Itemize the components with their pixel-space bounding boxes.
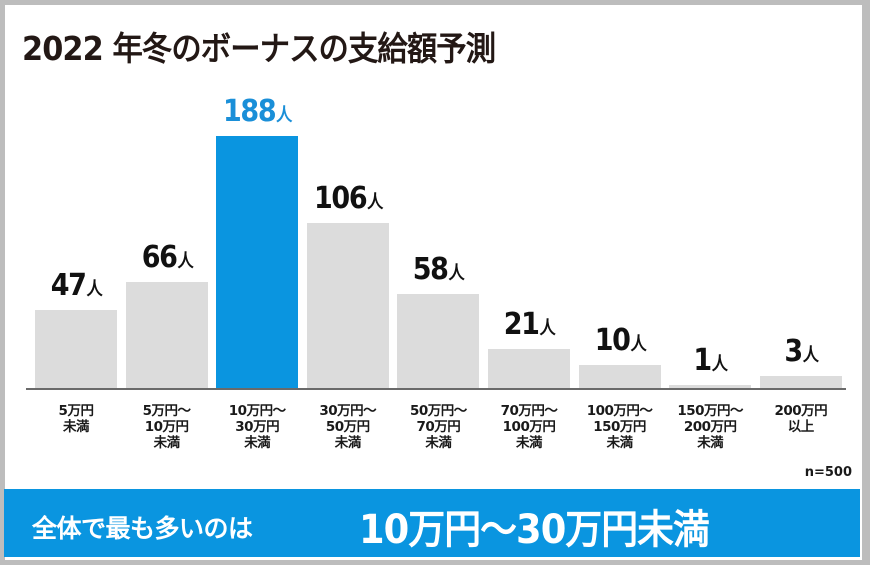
bar [488, 349, 570, 388]
bar [397, 294, 480, 388]
value-number: 10 [594, 323, 630, 358]
sample-size-note: n=500 [804, 465, 852, 480]
bar [669, 385, 752, 388]
bar-value-label: 3人 [747, 334, 855, 369]
category-label: 150万円〜 200万円 未満 [677, 403, 744, 451]
value-number: 3 [784, 334, 803, 369]
banner-highlight: 10万円〜30万円未満 [359, 507, 710, 553]
value-unit: 人 [86, 279, 102, 300]
category-label: 5万円 未満 [58, 403, 94, 435]
category-label: 70万円〜 100万円 未満 [500, 403, 558, 451]
value-number: 21 [503, 307, 540, 342]
bar-value-label: 58人 [384, 252, 492, 287]
value-unit: 人 [539, 318, 555, 339]
bar [125, 282, 208, 388]
value-number: 1 [693, 343, 713, 378]
bar-value-label: 10人 [566, 323, 674, 358]
category-label: 200万円 以上 [774, 403, 828, 435]
bar [35, 310, 117, 388]
x-axis-line [26, 388, 846, 390]
banner-prefix: 全体で最も多いのは [32, 514, 253, 543]
category-label: 10万円〜 30万円 未満 [228, 403, 286, 451]
summary-banner: 全体で最も多いのは 10万円〜30万円未満 [4, 489, 860, 557]
value-number: 66 [141, 240, 177, 275]
bar-value-label: 106人 [294, 181, 402, 216]
bar [216, 136, 299, 388]
category-label: 5万円〜 10万円 未満 [142, 403, 191, 451]
value-unit: 人 [711, 354, 728, 375]
bar-value-label: 188人 [203, 94, 311, 129]
category-label: 100万円〜 150万円 未満 [586, 403, 653, 451]
value-unit: 人 [802, 345, 819, 366]
bar-value-label: 1人 [656, 343, 764, 378]
chart-title: 2022 年冬のボーナスの支給額予測 [22, 29, 496, 68]
value-unit: 人 [448, 263, 465, 284]
bar [306, 223, 389, 388]
value-unit: 人 [366, 192, 383, 213]
bar [759, 376, 842, 388]
category-label: 30万円〜 50万円 未満 [319, 403, 377, 451]
category-label: 50万円〜 70万円 未満 [409, 403, 467, 451]
value-unit: 人 [276, 105, 292, 126]
bar [578, 365, 661, 388]
bar-value-label: 21人 [475, 307, 583, 342]
value-number: 47 [50, 268, 87, 303]
bar-value-label: 66人 [113, 240, 221, 275]
bar-value-label: 47人 [22, 268, 130, 303]
value-unit: 人 [630, 334, 646, 355]
value-unit: 人 [177, 251, 193, 272]
value-number: 188 [223, 94, 277, 129]
value-number: 58 [413, 252, 449, 287]
value-number: 106 [313, 181, 368, 216]
